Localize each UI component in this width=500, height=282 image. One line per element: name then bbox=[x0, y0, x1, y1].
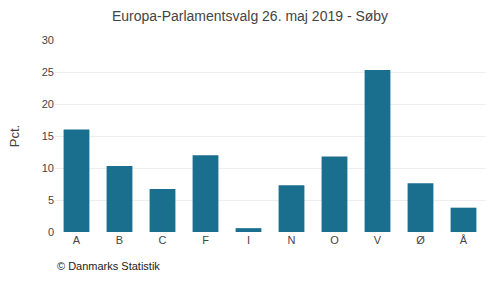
svg-text:Pct.: Pct. bbox=[7, 125, 22, 147]
svg-text:30: 30 bbox=[42, 34, 54, 46]
svg-text:A: A bbox=[73, 234, 81, 246]
svg-text:I: I bbox=[247, 234, 250, 246]
svg-text:N: N bbox=[288, 234, 296, 246]
svg-text:15: 15 bbox=[42, 130, 54, 142]
svg-text:C: C bbox=[159, 234, 167, 246]
svg-text:Å: Å bbox=[460, 234, 468, 246]
svg-text:B: B bbox=[116, 234, 123, 246]
svg-text:10: 10 bbox=[42, 162, 54, 174]
svg-text:5: 5 bbox=[48, 194, 54, 206]
svg-text:0: 0 bbox=[48, 226, 54, 238]
svg-text:O: O bbox=[330, 234, 339, 246]
svg-text:Ø: Ø bbox=[416, 234, 425, 246]
svg-text:© Danmarks Statistik: © Danmarks Statistik bbox=[57, 260, 160, 272]
svg-text:V: V bbox=[374, 234, 382, 246]
svg-text:Europa-Parlamentsvalg 26. maj: Europa-Parlamentsvalg 26. maj 2019 - Søb… bbox=[112, 8, 388, 24]
svg-text:20: 20 bbox=[42, 98, 54, 110]
svg-text:F: F bbox=[202, 234, 209, 246]
svg-text:25: 25 bbox=[42, 66, 54, 78]
